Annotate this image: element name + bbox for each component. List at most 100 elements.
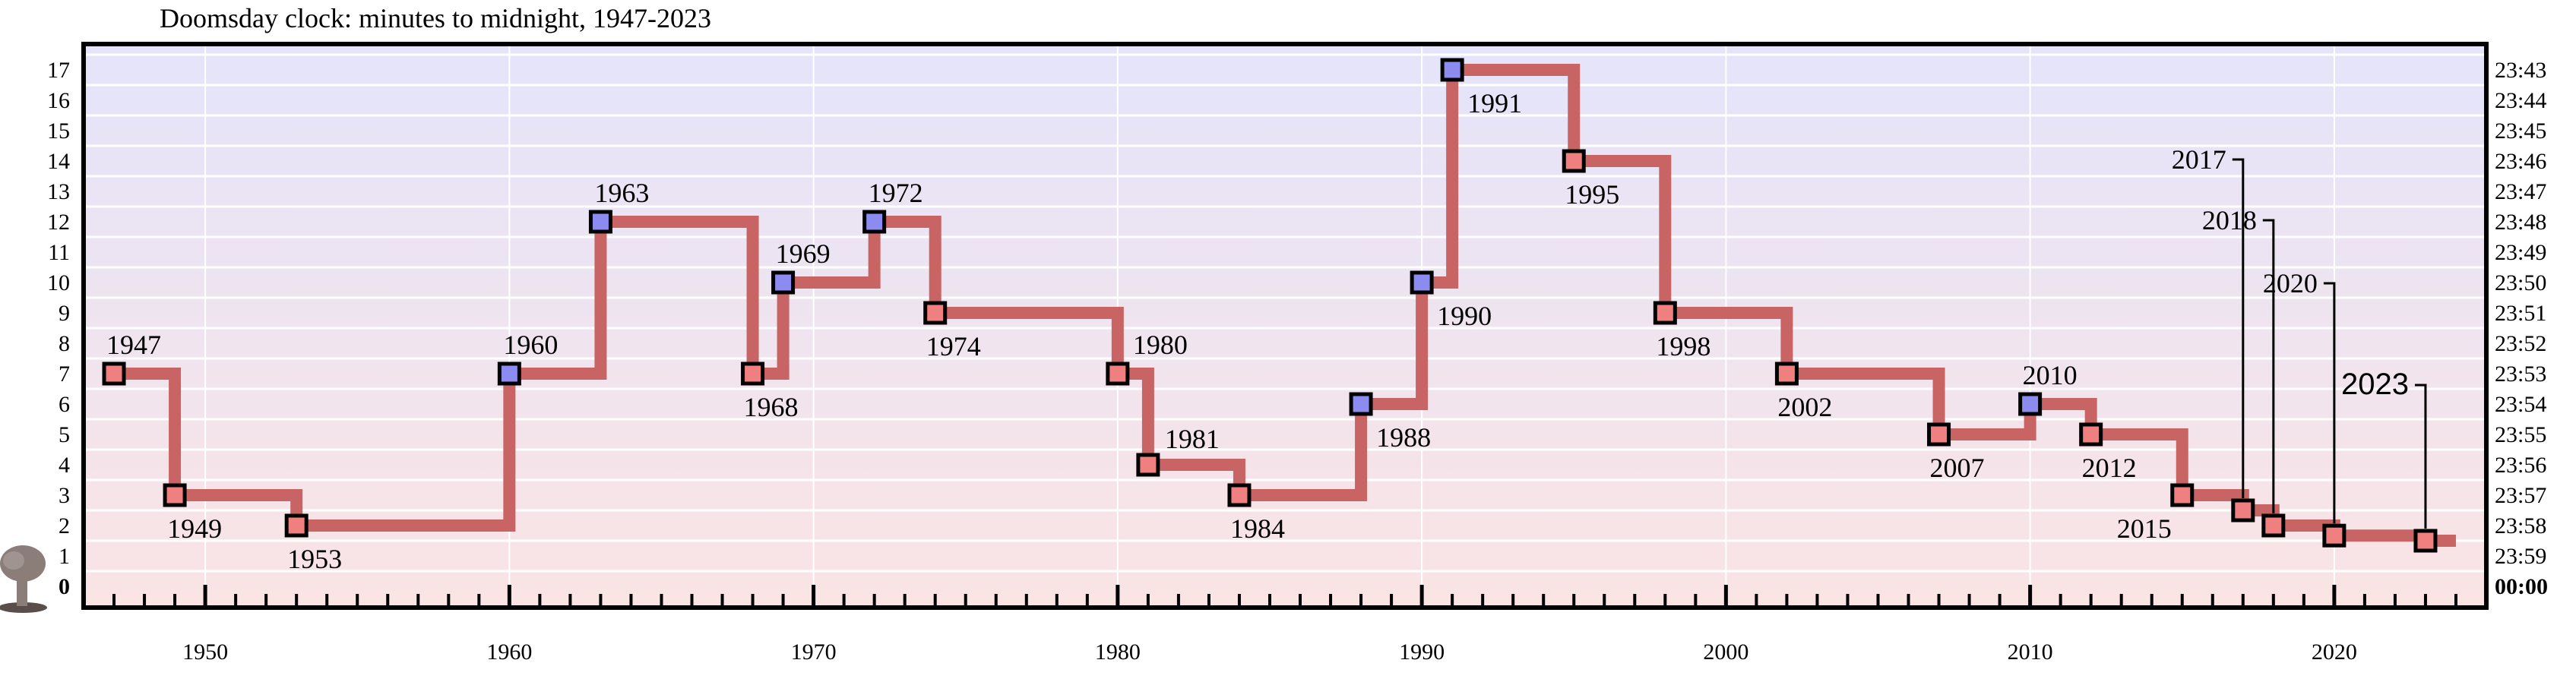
label-1949: 1949 xyxy=(167,513,222,544)
label-1981: 1981 xyxy=(1165,424,1220,454)
label-1988: 1988 xyxy=(1376,422,1431,453)
y-right-label-5: 23:55 xyxy=(2495,422,2546,447)
marker-1995 xyxy=(1562,149,1586,173)
marker-1984 xyxy=(1227,483,1252,507)
y-right-label-3: 23:57 xyxy=(2495,483,2546,508)
label-1980: 1980 xyxy=(1133,330,1188,360)
y-right-label-12: 23:48 xyxy=(2495,210,2546,235)
marker-1980 xyxy=(1106,362,1130,386)
y-left-label-6: 6 xyxy=(59,392,70,417)
label-2018: 2018 xyxy=(2202,205,2257,235)
y-left-label-7: 7 xyxy=(59,362,70,387)
y-right-label-11: 23:49 xyxy=(2495,240,2546,265)
label-1995: 1995 xyxy=(1565,179,1619,210)
chart-title: Doomsday clock: minutes to midnight, 194… xyxy=(160,3,711,33)
x-tick-label-2000: 2000 xyxy=(1703,639,1748,665)
label-1969: 1969 xyxy=(776,238,831,269)
y-right-label-10: 23:50 xyxy=(2495,270,2546,295)
y-left-label-11: 11 xyxy=(48,240,70,265)
label-2012: 2012 xyxy=(2082,453,2137,483)
y-left-label-9: 9 xyxy=(59,301,70,326)
y-right-label-13: 23:47 xyxy=(2495,179,2546,204)
y-right-label-14: 23:46 xyxy=(2495,149,2546,174)
marker-1974 xyxy=(923,301,948,325)
y-right-label-15: 23:45 xyxy=(2495,118,2546,144)
point-labels: 1947 1949 1953 1960 1963 1968 1969 1972 1974 1980… xyxy=(106,88,2409,574)
label-1947: 1947 xyxy=(106,330,161,360)
label-2002: 2002 xyxy=(1777,392,1832,422)
marker-2018 xyxy=(2261,513,2286,538)
callout-2018 xyxy=(2262,219,2275,513)
label-1991: 1991 xyxy=(1467,88,1522,118)
marker-1972 xyxy=(862,210,887,234)
y-left-label-5: 5 xyxy=(59,422,70,447)
marker-2020 xyxy=(2322,523,2347,548)
marker-1988 xyxy=(1349,392,1373,416)
y-left-label-17: 17 xyxy=(47,58,70,83)
marker-1998 xyxy=(1653,301,1677,325)
y-right-label-17: 23:43 xyxy=(2495,58,2546,83)
y-left-label-4: 4 xyxy=(59,453,70,478)
y-right-label-8: 23:52 xyxy=(2495,331,2546,356)
y-right-label-9: 23:51 xyxy=(2495,301,2546,326)
marker-2023 xyxy=(2413,529,2438,553)
y-right-label-16: 23:44 xyxy=(2495,88,2546,113)
x-axis-ticks: 1950 1960 1970 1980 1990 2000 2010 2020 xyxy=(82,585,2488,665)
y-left-label-1: 1 xyxy=(59,544,70,569)
plot-frame xyxy=(81,42,2489,610)
marker-1969 xyxy=(771,270,796,295)
x-tick-label-2010: 2010 xyxy=(2008,639,2053,665)
marker-2002 xyxy=(1774,362,1799,386)
x-tick-label-1970: 1970 xyxy=(791,639,837,665)
y-left-label-16: 16 xyxy=(47,88,70,113)
label-1998: 1998 xyxy=(1656,331,1710,362)
marker-2007 xyxy=(1927,422,1951,447)
callout-2023 xyxy=(2414,384,2427,529)
label-2020: 2020 xyxy=(2263,268,2318,298)
label-1963: 1963 xyxy=(594,178,649,208)
label-1984: 1984 xyxy=(1230,513,1285,544)
label-2023: 2023 xyxy=(2341,368,2409,401)
y-right-label-1: 23:59 xyxy=(2495,544,2546,569)
y-left-label-2: 2 xyxy=(59,513,70,538)
marker-1947 xyxy=(102,362,126,386)
marker-2017 xyxy=(2231,498,2255,523)
y-right-label-0: 00:00 xyxy=(2495,574,2548,599)
y-left-label-13: 13 xyxy=(47,179,70,204)
plot-background xyxy=(84,44,2486,608)
y-right-label-4: 23:56 xyxy=(2495,453,2546,478)
label-1990: 1990 xyxy=(1437,301,1492,331)
callout-lines xyxy=(2232,158,2427,529)
label-2015: 2015 xyxy=(2117,513,2172,544)
step-line xyxy=(114,64,2456,547)
y-right-label-7: 23:53 xyxy=(2495,362,2546,387)
marker-2012 xyxy=(2079,422,2103,447)
label-2017: 2017 xyxy=(2172,144,2226,175)
y-left-label-14: 14 xyxy=(47,149,70,174)
y-axis-right-labels: 00:00 23:59 23:58 23:57 23:56 23:55 23:54 23:53… xyxy=(2495,58,2548,599)
x-tick-label-2020: 2020 xyxy=(2312,639,2357,665)
x-tick-label-1960: 1960 xyxy=(486,639,532,665)
marker-1981 xyxy=(1136,453,1160,477)
x-tick-label-1950: 1950 xyxy=(182,639,228,665)
label-2007: 2007 xyxy=(1930,453,1985,483)
y-left-label-3: 3 xyxy=(59,483,70,508)
marker-1953 xyxy=(284,513,309,538)
callout-2020 xyxy=(2323,282,2336,524)
y-right-label-6: 23:54 xyxy=(2495,392,2546,417)
label-1968: 1968 xyxy=(744,392,799,422)
label-1960: 1960 xyxy=(503,330,558,360)
y-left-label-8: 8 xyxy=(59,331,70,356)
data-markers xyxy=(102,58,2438,553)
label-2010: 2010 xyxy=(2023,360,2078,390)
label-1953: 1953 xyxy=(287,544,342,574)
y-left-label-12: 12 xyxy=(47,210,70,235)
x-tick-label-1990: 1990 xyxy=(1399,639,1445,665)
label-1972: 1972 xyxy=(869,178,923,208)
series-line xyxy=(114,64,2456,547)
horizontal-bands xyxy=(84,44,2486,608)
y-left-label-0: 0 xyxy=(59,574,70,599)
callout-2017 xyxy=(2232,158,2245,498)
